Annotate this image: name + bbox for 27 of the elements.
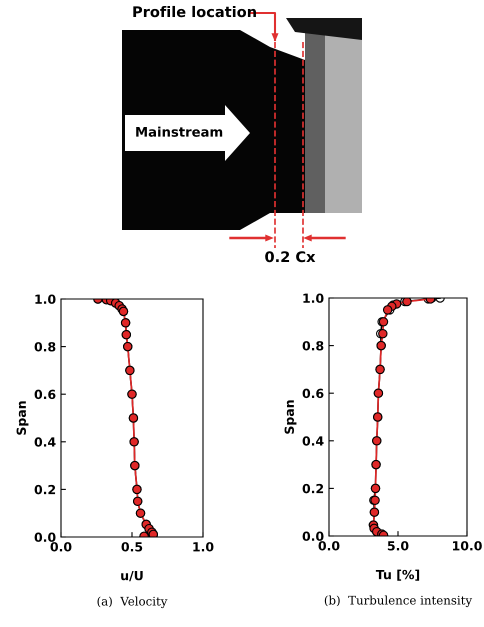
- x-tick-label: 0.0: [318, 541, 340, 551]
- y-axis-title: Span: [16, 401, 28, 435]
- y-tick-label: 0.0: [302, 531, 324, 541]
- y-tick-label: 0.8: [302, 341, 324, 351]
- y-tick-label: 0.4: [34, 437, 56, 447]
- y-tick-label: 1.0: [35, 294, 56, 304]
- text: Mainstream: [136, 126, 222, 137]
- y-tick-label: 0.0: [34, 532, 56, 542]
- x-axis-title: u/U: [121, 571, 143, 582]
- x-tick-label: 0.0: [50, 542, 72, 552]
- x-tick-label: 10.0: [452, 541, 482, 551]
- y-tick-label: 0.2: [34, 484, 56, 494]
- x-tick-label: 0.5: [122, 542, 142, 552]
- y-tick-label: 0.2: [302, 484, 324, 494]
- text: (b) Turbulence intensity: [324, 596, 472, 608]
- x-tick-label: 5.0: [388, 541, 408, 551]
- y-axis-title: Span: [284, 400, 296, 434]
- y-tick-label: 0.4: [302, 436, 324, 446]
- y-tick-label: 0.6: [34, 390, 56, 400]
- text: Profile location: [133, 6, 256, 18]
- x-axis-title: Tu [%]: [376, 570, 420, 581]
- y-tick-label: 1.0: [303, 293, 324, 303]
- text: 0.2 Cx: [265, 251, 316, 262]
- y-tick-label: 0.8: [34, 342, 56, 352]
- y-tick-label: 0.6: [302, 388, 324, 398]
- x-tick-label: 1.0: [193, 542, 214, 552]
- text: (a) Velocity: [97, 596, 168, 608]
